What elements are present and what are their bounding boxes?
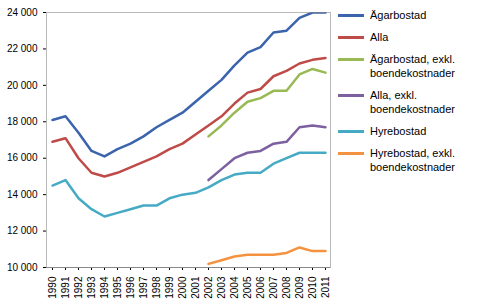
- svg-text:1991: 1991: [60, 276, 71, 299]
- svg-text:16 000: 16 000: [7, 152, 38, 163]
- svg-text:2004: 2004: [229, 276, 240, 299]
- svg-text:2010: 2010: [307, 276, 318, 299]
- svg-text:2006: 2006: [255, 276, 266, 299]
- svg-text:2003: 2003: [216, 276, 227, 299]
- svg-text:18 000: 18 000: [7, 116, 38, 127]
- html-text:Alla: Alla: [370, 31, 389, 43]
- svg-text:1994: 1994: [99, 276, 110, 299]
- html-text:Ägarbostad, exkl. boendekostna: Ägarbostad, exkl. boendekostnader: [370, 53, 455, 79]
- svg-text:1999: 1999: [164, 276, 175, 299]
- svg-text:2000: 2000: [177, 276, 188, 299]
- svg-text:20 000: 20 000: [7, 80, 38, 91]
- svg-text:2008: 2008: [281, 276, 292, 299]
- svg-text:1992: 1992: [73, 276, 84, 299]
- svg-text:12 000: 12 000: [7, 225, 38, 236]
- svg-text:10 000: 10 000: [7, 262, 38, 273]
- svg-text:1993: 1993: [86, 276, 97, 299]
- svg-text:1996: 1996: [125, 276, 136, 299]
- svg-text:2007: 2007: [268, 276, 279, 299]
- svg-text:1995: 1995: [112, 276, 123, 299]
- svg-text:2005: 2005: [242, 276, 253, 299]
- svg-text:1990: 1990: [47, 276, 58, 299]
- html-text:Alla, exkl. boendekostnader: Alla, exkl. boendekostnader: [370, 89, 455, 115]
- svg-text:14 000: 14 000: [7, 189, 38, 200]
- svg-text:1997: 1997: [138, 276, 149, 299]
- svg-text:1998: 1998: [151, 276, 162, 299]
- svg-text:2009: 2009: [294, 276, 305, 299]
- html-text:Hyrebostad: Hyrebostad: [370, 125, 427, 137]
- svg-text:2001: 2001: [190, 276, 201, 299]
- html-text:Ägarbostad: Ägarbostad: [370, 9, 427, 21]
- html-text:Hyrebostad, exkl. boendekostna: Hyrebostad, exkl. boendekostnader: [370, 147, 455, 173]
- svg-text:2011: 2011: [320, 276, 331, 298]
- svg-text:2002: 2002: [203, 276, 214, 299]
- svg-text:22 000: 22 000: [7, 43, 38, 54]
- svg-text:24 000: 24 000: [7, 7, 38, 18]
